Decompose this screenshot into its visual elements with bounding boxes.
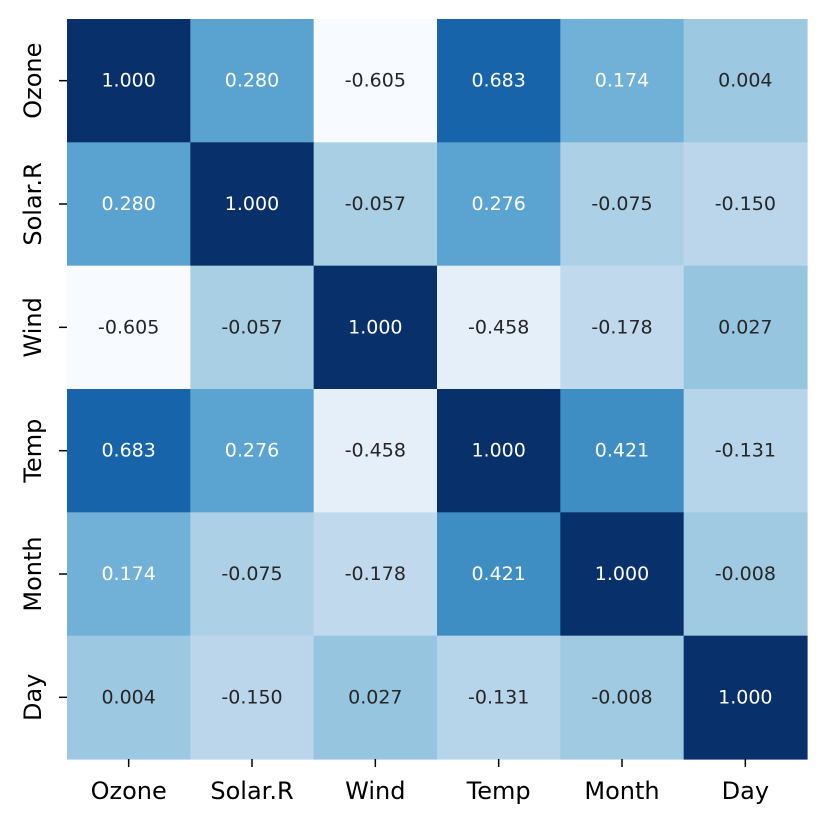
x-tick-label-Ozone: Ozone: [91, 777, 167, 805]
heatmap-cell-Ozone-Wind: [313, 19, 438, 143]
heatmap-cell-Month-Solar.R: [190, 512, 315, 637]
heatmap-cell-Wind-Wind: [313, 265, 438, 390]
heatmap-cell-Solar.R-Solar.R: [190, 142, 315, 267]
heatmap-cell-Month-Temp: [437, 512, 561, 637]
heatmap-cell-Temp-Wind: [313, 389, 438, 513]
heatmap-cell-Wind-Day: [683, 265, 808, 390]
y-axis: Ozone Solar.R Wind Temp Month Day: [19, 43, 67, 721]
cell-value-Ozone-Day: 0.004: [718, 70, 772, 92]
heatmap-cell-Day-Month: [560, 635, 685, 760]
heatmap-cell-Solar.R-Day: [683, 142, 808, 267]
heatmap-cell-Day-Ozone: [67, 635, 191, 760]
heatmap-cell-Month-Wind: [313, 512, 438, 637]
heatmap-cell-Wind-Solar.R: [190, 265, 315, 390]
cell-value-Month-Ozone: 0.174: [101, 563, 155, 585]
cell-value-Month-Solar.R: -0.075: [221, 563, 282, 585]
heatmap-cell-Solar.R-Month: [560, 142, 685, 267]
heatmap-cell-Temp-Ozone: [67, 389, 191, 513]
heatmap-cell-Solar.R-Temp: [437, 142, 561, 267]
heatmap-cell-Day-Day: [683, 635, 808, 760]
heatmap-cell-Wind-Ozone: [67, 265, 191, 390]
heatmap-cell-Ozone-Ozone: [67, 19, 191, 143]
cell-value-Ozone-Ozone: 1.000: [101, 70, 155, 92]
heatmap-cell-Ozone-Solar.R: [190, 19, 315, 143]
cell-value-Month-Day: -0.008: [715, 563, 776, 585]
cell-value-Solar.R-Month: -0.075: [591, 193, 652, 215]
cell-value-Day-Day: 1.000: [718, 686, 772, 708]
cell-value-Solar.R-Temp: 0.276: [471, 193, 525, 215]
cell-value-Solar.R-Solar.R: 1.000: [225, 193, 279, 215]
cell-value-Ozone-Wind: -0.605: [345, 70, 406, 92]
heatmap-cell-Ozone-Month: [560, 19, 685, 143]
cell-value-Day-Solar.R: -0.150: [221, 686, 282, 708]
y-tick-label-Temp: Temp: [19, 419, 47, 484]
y-tick-label-Day: Day: [19, 674, 47, 721]
cell-value-Wind-Temp: -0.458: [468, 316, 529, 338]
cell-value-Ozone-Month: 0.174: [595, 70, 649, 92]
cell-value-Solar.R-Wind: -0.057: [345, 193, 406, 215]
heatmap-cell-Month-Ozone: [67, 512, 191, 637]
x-tick-label-Wind: Wind: [345, 777, 405, 805]
cell-value-Temp-Day: -0.131: [715, 440, 776, 462]
cell-value-Solar.R-Day: -0.150: [715, 193, 776, 215]
heatmap-cell-Temp-Solar.R: [190, 389, 315, 513]
x-axis: Ozone Solar.R Wind Temp Month Day: [91, 759, 769, 805]
heatmap-cell-Temp-Day: [683, 389, 808, 513]
cell-value-Day-Wind: 0.027: [348, 686, 402, 708]
y-tick-label-Month: Month: [19, 536, 47, 611]
heatmap-cell-Month-Day: [683, 512, 808, 637]
heatmap-cell-Temp-Temp: [437, 389, 561, 513]
cell-value-Temp-Month: 0.421: [595, 440, 649, 462]
heatmap-cell-Wind-Temp: [437, 265, 561, 390]
heatmap-cell-Wind-Month: [560, 265, 685, 390]
cell-value-Wind-Solar.R: -0.057: [221, 316, 282, 338]
heatmap-cells: [67, 19, 808, 760]
cell-value-Ozone-Temp: 0.683: [471, 70, 525, 92]
cell-value-Month-Wind: -0.178: [345, 563, 406, 585]
cell-value-Solar.R-Ozone: 0.280: [101, 193, 155, 215]
heatmap-cell-Day-Wind: [313, 635, 438, 760]
heatmap-cell-Solar.R-Wind: [313, 142, 438, 267]
cell-value-Day-Ozone: 0.004: [101, 686, 155, 708]
y-tick-label-Ozone: Ozone: [19, 43, 47, 119]
cell-value-Temp-Ozone: 0.683: [101, 440, 155, 462]
cell-value-Wind-Ozone: -0.605: [98, 316, 159, 338]
cell-value-Month-Temp: 0.421: [471, 563, 525, 585]
cell-value-Month-Month: 1.000: [595, 563, 649, 585]
heatmap-cell-Ozone-Day: [683, 19, 808, 143]
heatmap-cell-Solar.R-Ozone: [67, 142, 191, 267]
x-tick-label-Solar.R: Solar.R: [210, 777, 293, 805]
heatmap-cell-Temp-Month: [560, 389, 685, 513]
cell-value-Temp-Temp: 1.000: [471, 440, 525, 462]
heatmap-cell-Month-Month: [560, 512, 685, 637]
cell-value-Wind-Day: 0.027: [718, 316, 772, 338]
cell-value-Temp-Wind: -0.458: [345, 440, 406, 462]
cell-value-Temp-Solar.R: 0.276: [225, 440, 279, 462]
heatmap-cell-Day-Temp: [437, 635, 561, 760]
y-tick-label-Wind: Wind: [19, 297, 47, 357]
x-tick-label-Month: Month: [584, 777, 659, 805]
cell-value-Day-Temp: -0.131: [468, 686, 529, 708]
y-tick-label-Solar.R: Solar.R: [19, 162, 47, 245]
x-tick-label-Day: Day: [722, 777, 769, 805]
heatmap-cell-Day-Solar.R: [190, 635, 315, 760]
heatmap-annotations: 1.000 0.280 -0.605 0.683 0.174 0.004 0.280 1.00…: [98, 70, 776, 709]
cell-value-Wind-Wind: 1.000: [348, 316, 402, 338]
cell-value-Ozone-Solar.R: 0.280: [225, 70, 279, 92]
cell-value-Wind-Month: -0.178: [591, 316, 652, 338]
heatmap-cell-Ozone-Temp: [437, 19, 561, 143]
cell-value-Day-Month: -0.008: [591, 686, 652, 708]
x-tick-label-Temp: Temp: [466, 777, 531, 805]
